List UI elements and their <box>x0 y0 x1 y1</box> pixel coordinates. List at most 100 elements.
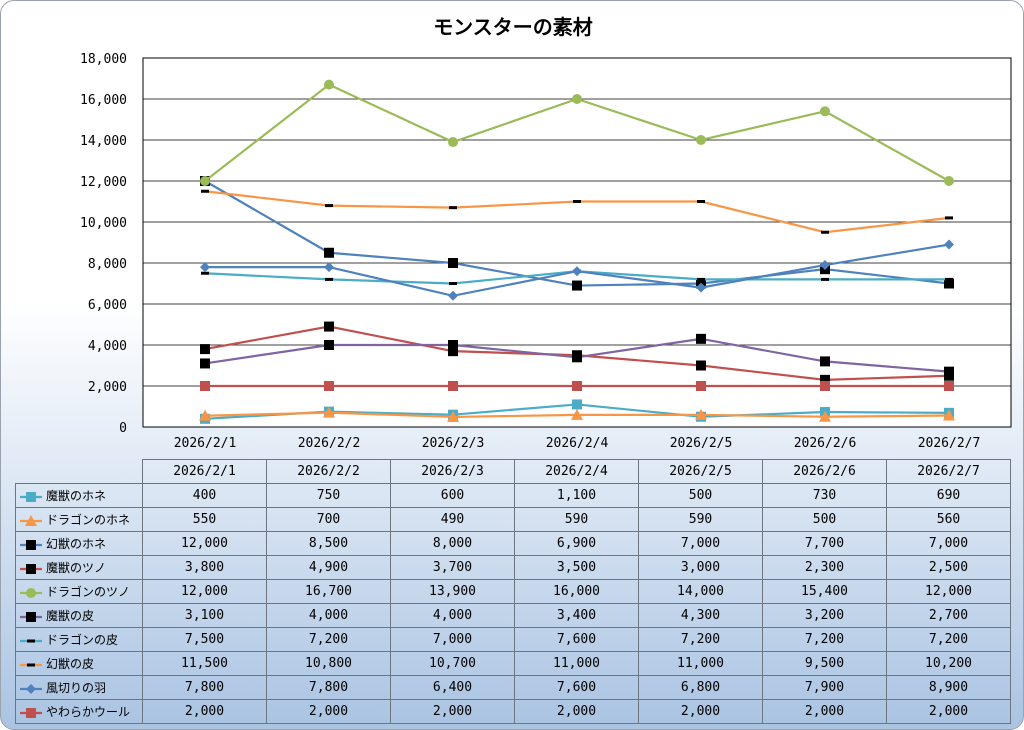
data-point <box>448 340 458 350</box>
legend-entry: 魔獣のホネ <box>15 483 143 508</box>
table-cell: 2,700 <box>886 603 1011 628</box>
legend-entry: ドラゴンのホネ <box>15 507 143 532</box>
data-point <box>572 399 582 410</box>
table-row: 幻獣のホネ 12,000 8,500 8,000 6,900 7,000 7,700 7,00… <box>15 531 1011 556</box>
table-cell: 2,000 <box>514 699 639 724</box>
y-tick-label: 16,000 <box>80 93 127 108</box>
table-cell: 12,000 <box>142 531 267 556</box>
series-name: ドラゴンの皮 <box>46 633 119 647</box>
data-point <box>943 409 955 421</box>
legend-entry: 幻獣のホネ <box>15 531 143 556</box>
data-point <box>571 408 583 420</box>
table-row: やわらかウール 2,000 2,000 2,000 2,000 2,000 2,000 2,0… <box>15 699 1011 724</box>
legend-key <box>20 663 42 666</box>
x-tick-label: 2026/2/2 <box>298 436 361 451</box>
legend-entry: 魔獣のツノ <box>15 555 143 580</box>
legend-marker <box>26 611 36 622</box>
table-cell: 10,700 <box>390 651 515 676</box>
data-point <box>572 381 582 391</box>
legend-entry: 魔獣の皮 <box>15 603 143 628</box>
legend-marker <box>26 491 36 502</box>
data-point <box>820 260 830 271</box>
data-point <box>696 381 706 391</box>
table-column-header: 2026/2/7 <box>886 459 1011 484</box>
table-cell: 4,000 <box>390 603 515 628</box>
series-name: 幻獣の皮 <box>46 657 95 671</box>
data-point <box>324 321 334 332</box>
series-name: 魔獣の皮 <box>46 609 95 623</box>
table-cell: 730 <box>762 483 887 508</box>
data-point <box>696 135 706 145</box>
y-tick-label: 8,000 <box>88 257 127 272</box>
table-cell: 700 <box>266 507 391 532</box>
data-point <box>944 278 954 289</box>
legend-marker <box>26 683 36 694</box>
table-cell: 4,000 <box>266 603 391 628</box>
data-point <box>696 282 706 293</box>
x-tick-label: 2026/2/1 <box>174 436 237 451</box>
table-cell: 3,000 <box>638 555 763 580</box>
table-cell: 7,600 <box>514 627 639 652</box>
legend-key <box>20 491 42 502</box>
legend-key <box>20 514 42 526</box>
data-point <box>200 358 210 369</box>
table-cell: 2,300 <box>762 555 887 580</box>
table-cell: 6,900 <box>514 531 639 556</box>
table-cell: 7,800 <box>142 675 267 700</box>
data-point <box>324 79 334 90</box>
table-cell: 600 <box>390 483 515 508</box>
series-name: やわらかウール <box>46 705 131 719</box>
data-point <box>573 200 581 203</box>
series-name: 幻獣のホネ <box>46 537 107 551</box>
table-cell: 16,700 <box>266 579 391 604</box>
table-cell: 11,000 <box>638 651 763 676</box>
table-cell: 2,000 <box>762 699 887 724</box>
table-row: 魔獣のホネ 400 750 600 1,100 500 730 690 <box>15 483 1011 508</box>
data-point <box>944 381 954 391</box>
table-cell: 6,400 <box>390 675 515 700</box>
legend-key <box>20 707 42 718</box>
y-tick-label: 6,000 <box>88 298 127 313</box>
data-point <box>324 340 334 350</box>
table-cell: 7,800 <box>266 675 391 700</box>
table-column-header: 2026/2/6 <box>762 459 887 484</box>
table-cell: 7,700 <box>762 531 887 556</box>
data-point <box>820 374 830 385</box>
table-cell: 9,500 <box>762 651 887 676</box>
legend-marker <box>26 563 36 574</box>
data-point <box>200 262 210 273</box>
series-name: 魔獣のツノ <box>46 561 107 575</box>
data-point <box>447 410 459 422</box>
series-name: 魔獣のホネ <box>46 489 107 503</box>
table-cell: 16,000 <box>514 579 639 604</box>
data-point <box>696 360 706 371</box>
y-tick-label: 18,000 <box>80 52 127 67</box>
table-cell: 7,200 <box>638 627 763 652</box>
legend-entry: 風切りの羽 <box>15 675 143 700</box>
legend-key <box>20 611 42 622</box>
data-point <box>697 200 705 203</box>
table-cell: 500 <box>762 507 887 532</box>
data-point <box>821 277 829 281</box>
data-point <box>448 290 458 301</box>
table-cell: 400 <box>142 483 267 508</box>
table-cell: 3,700 <box>390 555 515 580</box>
data-point <box>201 271 209 275</box>
data-point <box>572 94 582 104</box>
table-cell: 550 <box>142 507 267 532</box>
legend-marker <box>27 663 35 666</box>
table-cell: 3,100 <box>142 603 267 628</box>
table-cell: 10,200 <box>886 651 1011 676</box>
data-point <box>944 176 954 186</box>
table-cell: 14,000 <box>638 579 763 604</box>
data-point <box>945 277 953 281</box>
legend-entry: 幻獣の皮 <box>15 651 143 676</box>
legend-marker <box>25 514 37 526</box>
table-column-header: 2026/2/3 <box>390 459 515 484</box>
data-point <box>945 216 953 220</box>
data-point <box>449 206 457 210</box>
legend-key <box>20 587 42 598</box>
y-tick-label: 14,000 <box>80 134 127 149</box>
table-row: 風切りの羽 7,800 7,800 6,400 7,600 6,800 7,900 8,900 <box>15 675 1011 700</box>
